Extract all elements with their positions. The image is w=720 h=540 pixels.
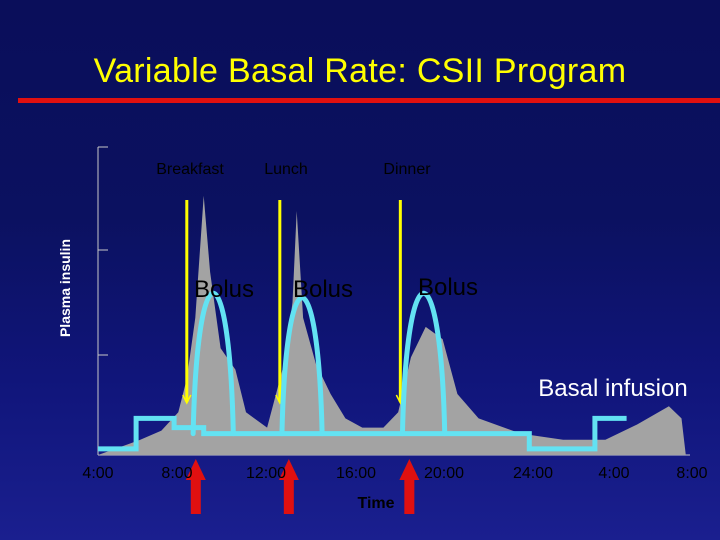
- chart-title: Variable Basal Rate: CSII Program: [93, 52, 627, 90]
- meal-marker-tip-0: [182, 394, 192, 405]
- x-tick-label-2: 12:00: [246, 465, 286, 482]
- x-tick-label-5: 24:00: [513, 465, 553, 482]
- plasma-insulin-area: [98, 195, 686, 456]
- x-tick-label-4: 20:00: [424, 465, 464, 482]
- meal-arrow-0: [185, 459, 206, 514]
- meal-label-2: Dinner: [383, 161, 431, 178]
- basal-infusion-label: Basal infusion: [538, 375, 687, 402]
- x-tick-label-3: 16:00: [336, 465, 376, 482]
- title-underline: [18, 98, 720, 103]
- bolus-curve-2: [399, 291, 448, 437]
- chart-labels: Plasma insulin Breakfast Lunch Dinner Bolus B…: [57, 161, 708, 512]
- meal-arrow-1: [278, 459, 299, 514]
- bolus-curve-1: [279, 295, 325, 437]
- x-axis-label: Time: [357, 495, 394, 512]
- chart-marks: [98, 195, 686, 514]
- basal-rate-line: [98, 415, 627, 452]
- bolus-label-2: Bolus: [418, 274, 478, 301]
- bolus-label-0: Bolus: [194, 276, 254, 303]
- y-axis-label: Plasma insulin: [57, 239, 73, 337]
- x-tick-label-6: 4:00: [598, 465, 629, 482]
- x-tick-label-7: 8:00: [676, 465, 707, 482]
- x-tick-label-1: 8:00: [161, 465, 192, 482]
- meal-label-1: Lunch: [264, 161, 308, 178]
- x-tick-label-0: 4:00: [82, 465, 113, 482]
- meal-label-0: Breakfast: [156, 161, 224, 178]
- bolus-label-1: Bolus: [293, 276, 353, 303]
- bolus-curve-0: [190, 291, 236, 437]
- meal-arrow-2: [399, 459, 420, 514]
